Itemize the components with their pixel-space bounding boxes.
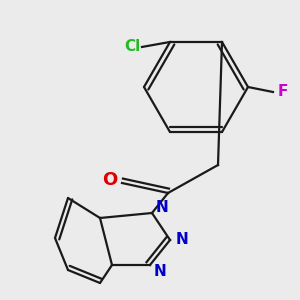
Text: F: F xyxy=(278,85,288,100)
Text: Cl: Cl xyxy=(124,40,140,55)
Text: N: N xyxy=(176,232,188,247)
Text: N: N xyxy=(156,200,168,215)
Text: O: O xyxy=(102,171,118,189)
Text: N: N xyxy=(154,265,166,280)
